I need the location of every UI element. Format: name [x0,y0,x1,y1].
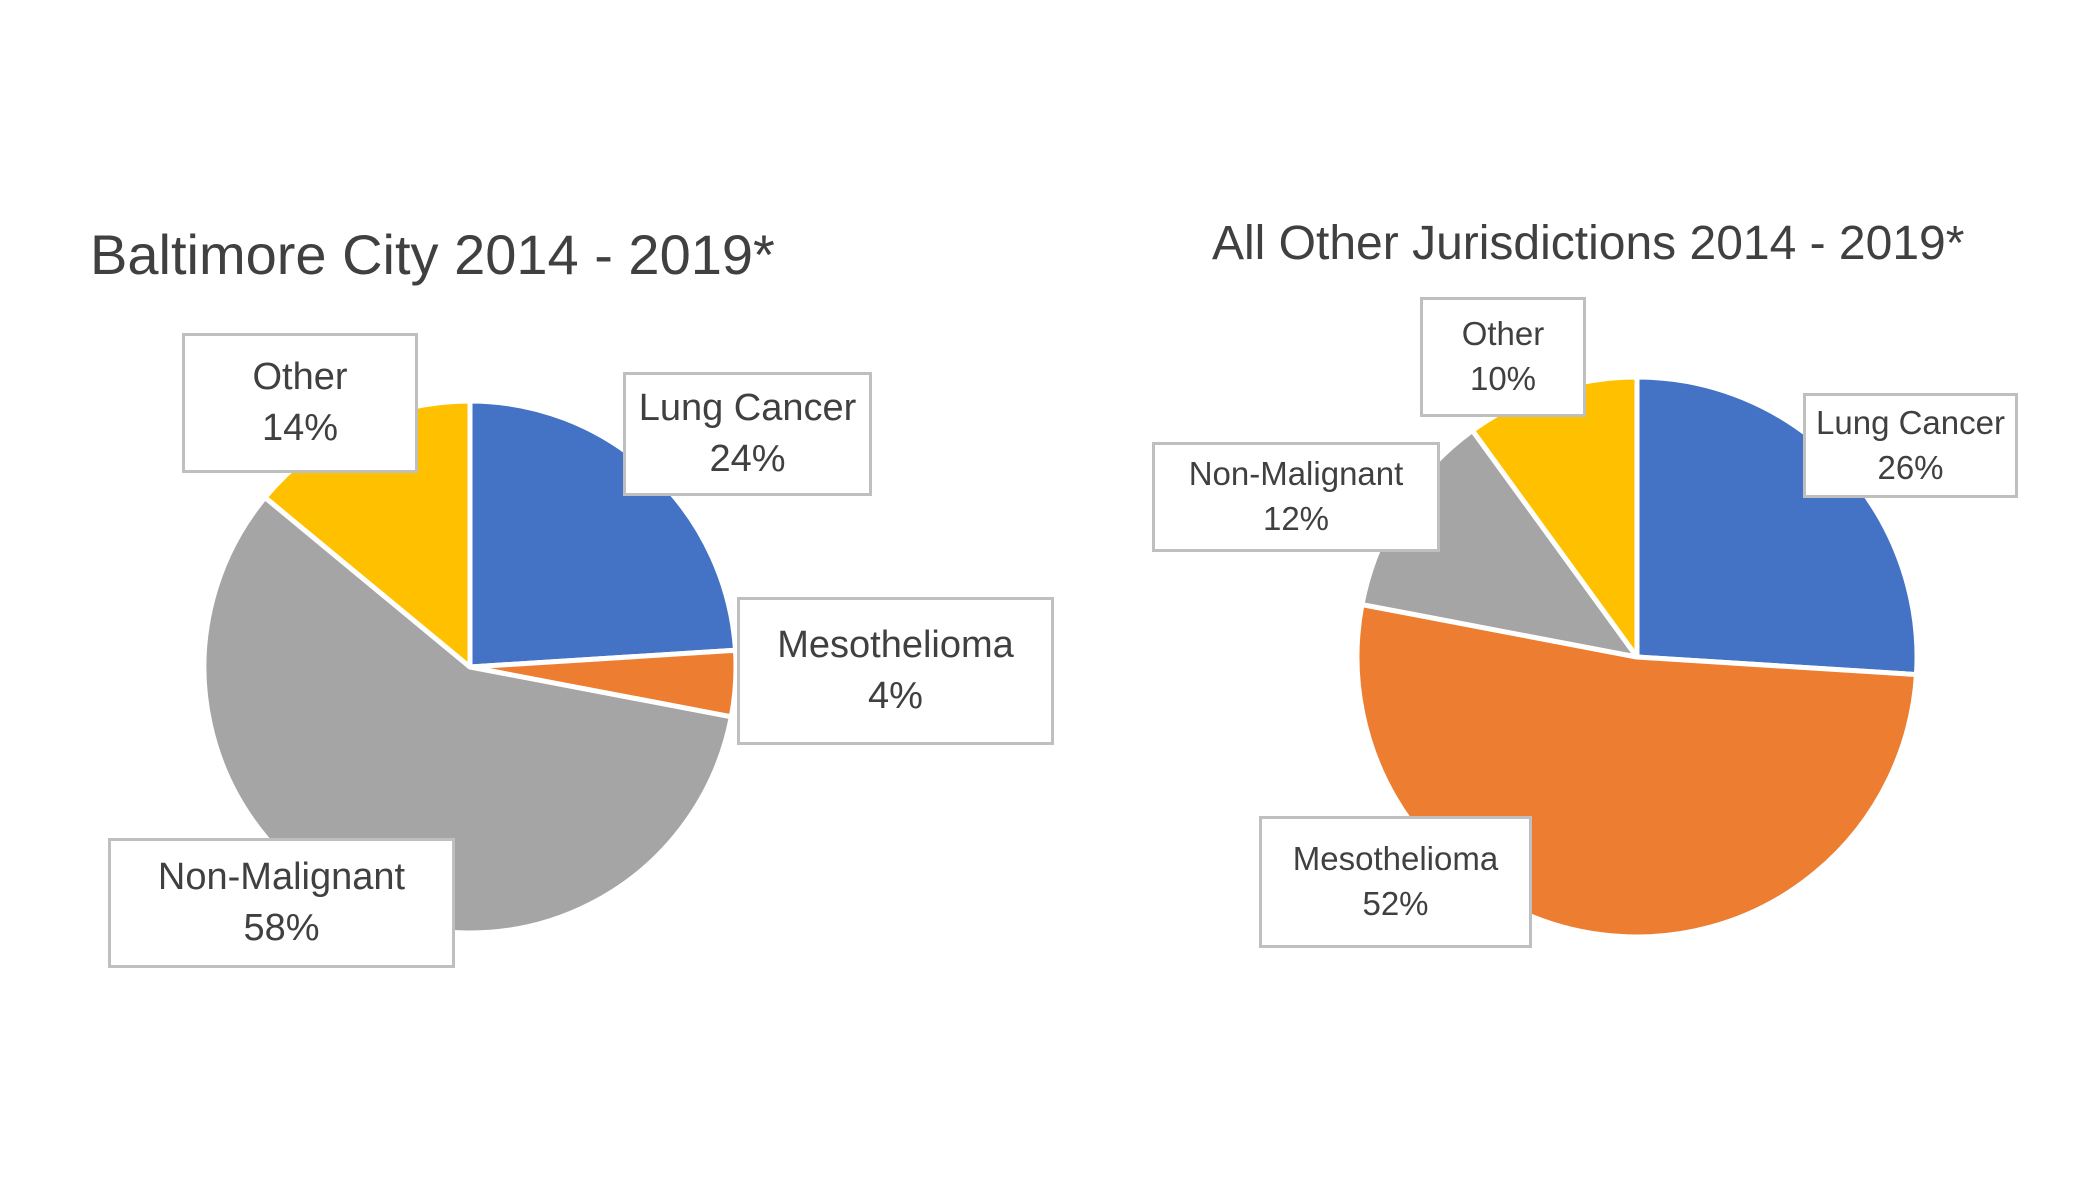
slice-name: Non-Malignant [157,855,406,898]
slice-name: Non-Malignant [1188,455,1404,493]
data-label-mesothelioma: Mesothelioma 4% [737,597,1054,745]
slice-percent: 52% [1362,885,1429,922]
data-label-non-malignant: Non-Malignant 58% [108,838,455,968]
slice-name: Mesothelioma [1292,840,1499,878]
data-label-lung-cancer: Lung Cancer 26% [1803,393,2018,498]
slice-name: Lung Cancer [1816,403,2005,441]
data-label-other: Other 14% [182,333,418,473]
chart-title-other-jurisdictions: All Other Jurisdictions 2014 - 2019* [1212,217,1965,270]
slice-name: Lung Cancer [638,386,857,429]
slice-percent: 58% [243,907,320,949]
slice-name: Mesothelioma [777,623,1014,666]
data-label-lung-cancer: Lung Cancer 24% [623,372,872,496]
slice-percent: 24% [709,438,786,480]
slice-percent: 4% [868,675,923,717]
data-label-other: Other 10% [1420,297,1586,417]
slice-name: Other [1461,315,1545,353]
slice-percent: 12% [1262,500,1330,537]
slice-percent: 26% [1877,448,1944,486]
data-label-mesothelioma: Mesothelioma 52% [1259,816,1532,948]
data-label-non-malignant: Non-Malignant 12% [1152,442,1440,552]
slice-percent: 10% [1469,360,1537,397]
slice-percent: 14% [261,407,339,449]
chart-title-baltimore-city: Baltimore City 2014 - 2019* [90,223,775,286]
slice-name: Other [252,355,348,398]
